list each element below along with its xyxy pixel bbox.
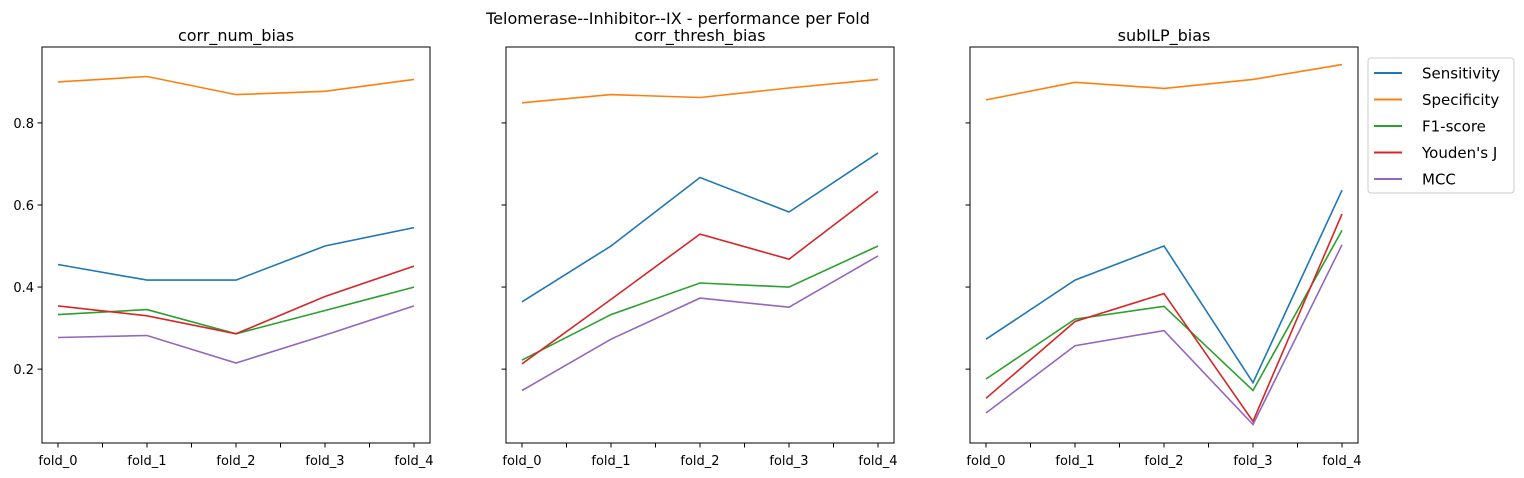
series-line-f1-score xyxy=(985,230,1343,392)
series-line-f1-score xyxy=(521,245,879,361)
subplot-title: subILP_bias xyxy=(1118,26,1211,46)
x-tick-label: fold_2 xyxy=(680,454,719,469)
legend-label-youden-s-j: Youden's J xyxy=(1421,144,1497,162)
y-tick-label: 0.6 xyxy=(13,199,34,214)
x-tick-label: fold_4 xyxy=(858,454,897,469)
legend-label-f1-score: F1-score xyxy=(1422,118,1486,136)
figure-suptitle: Telomerase--Inhibitor--IX - performance … xyxy=(485,9,870,28)
x-tick-label: fold_0 xyxy=(966,454,1005,469)
series-line-specificity xyxy=(521,78,879,104)
series-line-sensitivity xyxy=(521,152,879,303)
series-line-specificity xyxy=(57,75,415,96)
series-line-sensitivity xyxy=(57,226,415,281)
x-tick-label: fold_3 xyxy=(769,454,808,469)
subplot-corr-num-bias: corr_num_bias fold_0 fold_1 fold_2 fold_3 fol… xyxy=(13,26,433,469)
subplots: corr_num_bias fold_0 fold_1 fold_2 fold_3 fol… xyxy=(13,26,1361,469)
series-line-youden-s-j xyxy=(57,265,415,335)
series-line-mcc xyxy=(985,244,1343,426)
x-tick-label: fold_1 xyxy=(1055,454,1094,469)
series-line-sensitivity xyxy=(985,189,1343,385)
x-tick-label: fold_0 xyxy=(38,454,77,469)
x-tick-label: fold_2 xyxy=(216,454,255,469)
subplot-subilp-bias: subILP_bias fold_0 fold_1 fold_2 fold_3 fold_… xyxy=(965,26,1362,469)
x-tick-label: fold_3 xyxy=(1233,454,1272,469)
series-line-mcc xyxy=(57,305,415,364)
subplot-title: corr_num_bias xyxy=(178,26,294,46)
x-tick-label: fold_4 xyxy=(1322,454,1361,469)
subplot-corr-thresh-bias: corr_thresh_bias fold_0 fold_1 fold_2 fold_3… xyxy=(501,26,898,469)
x-tick-label: fold_0 xyxy=(502,454,541,469)
legend: Sensitivity Specificity F1-score Youden's J… xyxy=(1367,57,1515,194)
legend-box xyxy=(1367,57,1515,194)
y-tick-label: 0.8 xyxy=(13,117,34,132)
x-tick-label: fold_2 xyxy=(1144,454,1183,469)
series-line-youden-s-j xyxy=(985,213,1343,423)
axes-frame xyxy=(41,46,431,444)
legend-label-sensitivity: Sensitivity xyxy=(1422,65,1500,83)
axes-frame xyxy=(969,46,1359,444)
axes-frame xyxy=(505,46,895,444)
x-tick-label: fold_1 xyxy=(591,454,630,469)
series-line-specificity xyxy=(985,63,1343,101)
series-line-youden-s-j xyxy=(521,190,879,365)
series-line-f1-score xyxy=(57,286,415,335)
x-tick-label: fold_1 xyxy=(127,454,166,469)
y-tick-label: 0.2 xyxy=(13,363,34,378)
subplot-title: corr_thresh_bias xyxy=(634,26,765,46)
x-tick-label: fold_3 xyxy=(305,454,344,469)
legend-label-specificity: Specificity xyxy=(1422,91,1499,109)
y-tick-label: 0.4 xyxy=(13,281,34,296)
series-line-mcc xyxy=(521,255,879,392)
x-tick-label: fold_4 xyxy=(394,454,433,469)
legend-label-mcc: MCC xyxy=(1422,171,1456,189)
